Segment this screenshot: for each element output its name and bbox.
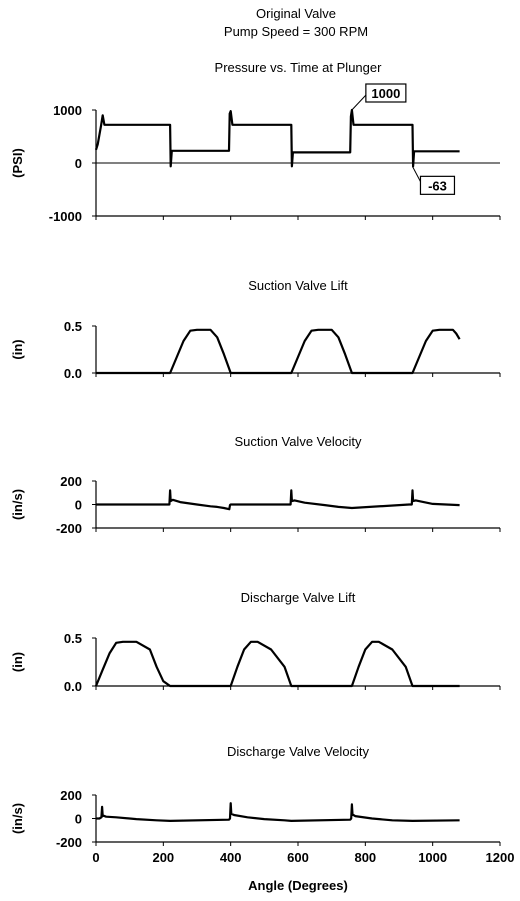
x-tick-label: 1200 (486, 850, 515, 865)
y-tick-label: 1000 (53, 103, 82, 118)
annotation-label: -63 (428, 178, 447, 193)
y-tick-label: 0.0 (64, 679, 82, 694)
series-line (94, 108, 460, 168)
y-tick-label: -200 (56, 521, 82, 536)
annotation-box (365, 83, 407, 103)
x-tick-label: 0 (92, 850, 99, 865)
panel-title: Suction Valve Lift (248, 278, 348, 293)
y-tick-label: 0 (75, 812, 82, 827)
y-axis-label: (in) (10, 652, 25, 672)
y-axis-label: (in) (10, 339, 25, 359)
panel-3: Suction Valve Velocity 200 0 -200 (in/s) (10, 434, 501, 536)
x-tick-label: 1000 (418, 850, 447, 865)
panel-title: Suction Valve Velocity (235, 434, 362, 449)
series-line (94, 640, 460, 688)
y-tick-label: 200 (60, 788, 82, 803)
figure-title-line1: Original Valve (256, 6, 336, 21)
y-tick-label: -200 (56, 835, 82, 850)
annotation-label: 1000 (371, 86, 400, 101)
x-tick-label: 600 (287, 850, 309, 865)
y-axis-label: (in/s) (10, 803, 25, 834)
panel-4: Discharge Valve Lift 0.5 0.0 (in) (10, 590, 501, 694)
x-axis-label: Angle (Degrees) (248, 878, 348, 893)
panel-title: Pressure vs. Time at Plunger (215, 60, 383, 75)
annotation-leader (351, 92, 369, 111)
series-line (96, 328, 461, 375)
annotation-box (419, 175, 456, 195)
y-tick-label: -1000 (49, 209, 82, 224)
y-tick-label: 0.5 (64, 319, 82, 334)
panel-title: Discharge Valve Velocity (227, 744, 370, 759)
panel-title: Discharge Valve Lift (241, 590, 356, 605)
panel-1: Pressure vs. Time at Plunger 1000 0 -1000 (P… (10, 60, 501, 224)
series-line (96, 802, 460, 822)
x-tick-label: 800 (354, 850, 376, 865)
figure-title-line2: Pump Speed = 300 RPM (224, 24, 368, 39)
x-tick-label: 200 (152, 850, 174, 865)
y-axis-label: (in/s) (10, 489, 25, 520)
series-line (96, 489, 460, 511)
panel-5: Discharge Valve Velocity 200 0 -200 (in/s) (10, 744, 501, 850)
y-tick-label: 0.5 (64, 631, 82, 646)
x-tick-label: 400 (220, 850, 242, 865)
y-tick-label: 200 (60, 474, 82, 489)
panel-2: Suction Valve Lift 0.5 0.0 (in) (10, 278, 501, 381)
y-axis-label: (PSI) (10, 148, 25, 178)
x-axis: 0 200 400 600 800 1000 1200 (92, 850, 514, 865)
y-tick-label: 0.0 (64, 366, 82, 381)
y-tick-label: 0 (75, 498, 82, 513)
y-tick-label: 0 (75, 156, 82, 171)
panels: Pressure vs. Time at Plunger 1000 0 -1000 (P… (10, 60, 501, 850)
